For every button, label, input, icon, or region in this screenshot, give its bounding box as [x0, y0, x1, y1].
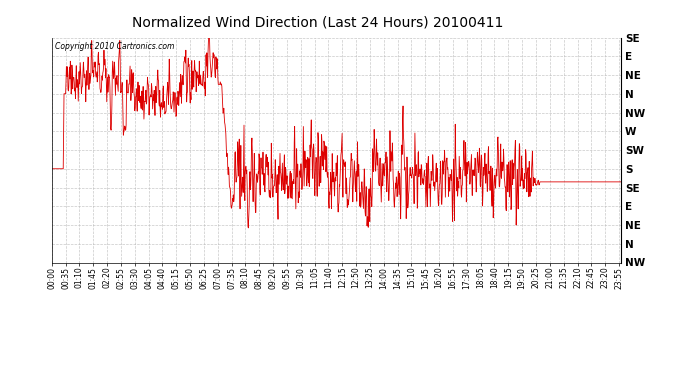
Text: Normalized Wind Direction (Last 24 Hours) 20100411: Normalized Wind Direction (Last 24 Hours…: [132, 15, 503, 29]
Text: Copyright 2010 Cartronics.com: Copyright 2010 Cartronics.com: [55, 42, 174, 51]
